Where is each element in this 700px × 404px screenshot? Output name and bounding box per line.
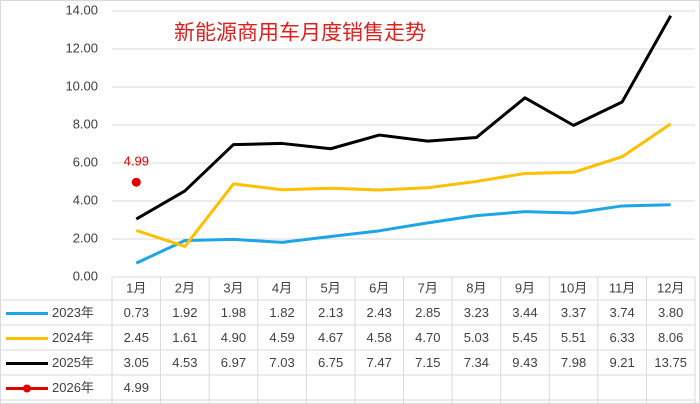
- x-tick-label: 9月: [515, 280, 535, 295]
- table-cell: 9.43: [512, 355, 537, 370]
- y-tick-label: 12.00: [65, 40, 98, 55]
- data-label: 4.99: [124, 154, 149, 169]
- table-cell: 7.34: [464, 355, 489, 370]
- table-cell: 2.43: [367, 305, 392, 320]
- y-tick-label: 6.00: [73, 154, 98, 169]
- table-cell: 2.45: [124, 330, 149, 345]
- table-cell: 3.80: [658, 305, 683, 320]
- table-cell: 3.74: [609, 305, 634, 320]
- table-cell: 4.99: [124, 380, 149, 395]
- point: [131, 177, 141, 187]
- chart-title: 新能源商用车月度销售走势: [174, 22, 426, 45]
- y-tick-label: 14.00: [65, 2, 98, 17]
- table-cell: 6.75: [318, 355, 343, 370]
- legend-label: 2026年: [52, 380, 94, 395]
- x-tick-label: 5月: [321, 280, 341, 295]
- legend-marker: [23, 384, 31, 393]
- x-tick-label: 3月: [223, 280, 243, 295]
- table-cell: 4.59: [269, 330, 294, 345]
- y-tick-label: 0.00: [73, 268, 98, 283]
- x-tick-label: 1月: [126, 280, 146, 295]
- table-cell: 1.61: [172, 330, 197, 345]
- legend-label: 2024年: [52, 330, 94, 345]
- series-line: [135, 15, 673, 221]
- table-cell: 4.90: [221, 330, 246, 345]
- table-cell: 1.98: [221, 305, 246, 320]
- table-cell: 7.98: [561, 355, 586, 370]
- table-cell: 2.85: [415, 305, 440, 320]
- table-cell: 8.06: [658, 330, 683, 345]
- table-cell: 3.05: [124, 355, 149, 370]
- y-tick-label: 10.00: [65, 78, 98, 93]
- y-tick-label: 2.00: [73, 230, 98, 245]
- table-cell: 4.53: [172, 355, 197, 370]
- x-tick-label: 11月: [609, 280, 636, 295]
- table-cell: 4.67: [318, 330, 343, 345]
- table-cell: 0.73: [124, 305, 149, 320]
- x-tick-label: 12月: [657, 280, 684, 295]
- y-tick-label: 4.00: [73, 192, 98, 207]
- table-cell: 2.13: [318, 305, 343, 320]
- table-cell: 13.75: [654, 355, 687, 370]
- table-cell: 5.51: [561, 330, 586, 345]
- table-cell: 9.21: [609, 355, 634, 370]
- legend-label: 2023年: [52, 305, 94, 320]
- table-cell: 3.37: [561, 305, 586, 320]
- y-tick-label: 8.00: [73, 116, 98, 131]
- table-cell: 4.70: [415, 330, 440, 345]
- table-cell: 1.92: [172, 305, 197, 320]
- table-cell: 4.58: [367, 330, 392, 345]
- table-cell: 7.47: [367, 355, 392, 370]
- table-cell: 3.23: [464, 305, 489, 320]
- series-line: [135, 122, 672, 248]
- table-cell: 5.45: [512, 330, 537, 345]
- table-cell: 5.03: [464, 330, 489, 345]
- x-tick-label: 4月: [272, 280, 292, 295]
- x-tick-label: 7月: [418, 280, 438, 295]
- x-tick-label: 10月: [560, 280, 587, 295]
- legend-label: 2025年: [52, 355, 94, 370]
- x-tick-label: 2月: [175, 280, 195, 295]
- table-cell: 3.44: [512, 305, 537, 320]
- x-tick-label: 6月: [369, 280, 389, 295]
- table-cell: 6.33: [609, 330, 634, 345]
- series-line: [135, 203, 671, 265]
- table-cell: 1.82: [269, 305, 294, 320]
- table-cell: 6.97: [221, 355, 246, 370]
- table-cell: 7.03: [269, 355, 294, 370]
- x-tick-label: 8月: [466, 280, 486, 295]
- table-cell: 7.15: [415, 355, 440, 370]
